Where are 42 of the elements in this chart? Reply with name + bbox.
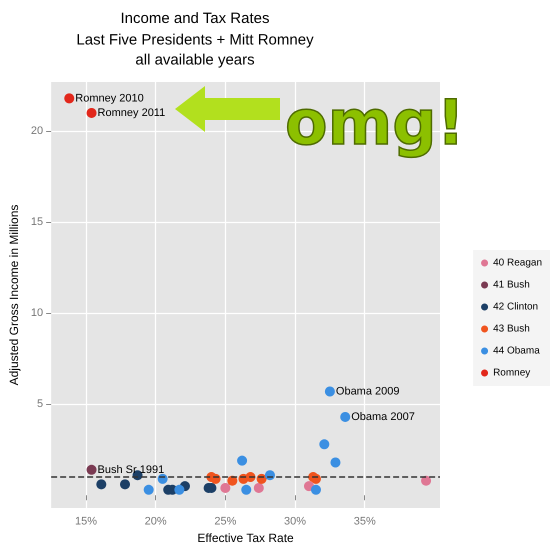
- x-tick-label: 35%: [354, 516, 376, 528]
- point: [96, 479, 106, 490]
- point: [86, 464, 97, 475]
- annotation: Bush Sr 1991: [98, 464, 164, 476]
- legend-label: 40 Reagan: [493, 258, 542, 268]
- point: [120, 479, 130, 490]
- point: [144, 484, 154, 495]
- x-tick-label: 30%: [284, 516, 306, 528]
- legend-label: Romney: [493, 368, 530, 378]
- point: [220, 482, 230, 493]
- x-tick-label: 25%: [214, 516, 237, 528]
- y-tick-label: 10: [30, 307, 44, 320]
- annotation: Obama 2007: [351, 410, 415, 423]
- point: [330, 457, 340, 468]
- annotation: omg!: [285, 86, 465, 159]
- y-tick-label: 5: [37, 398, 44, 410]
- chart-subtitle: Last Five Presidents + Mitt Romney all available years: [76, 32, 314, 68]
- point: [86, 108, 97, 118]
- annotation: Obama 2009: [336, 385, 400, 398]
- x-axis-title: Effective Tax Rate: [197, 530, 294, 545]
- point: [319, 439, 330, 450]
- point: [421, 476, 432, 486]
- x-tick-label: 15%: [74, 516, 98, 528]
- y-axis-title: Adjusted Gross Income in Millions: [7, 204, 21, 386]
- legend-label: 43 Bush: [493, 324, 530, 334]
- x-tick-label: 20%: [144, 516, 167, 528]
- legend-label: 41 Bush: [493, 280, 530, 290]
- point: [324, 386, 335, 396]
- y-tick-label: 15: [30, 216, 44, 228]
- point: [237, 456, 248, 466]
- annotation: Romney 2010: [75, 92, 144, 104]
- point: [340, 412, 350, 422]
- y-tick-label: 20: [30, 125, 44, 138]
- point: [310, 484, 321, 495]
- point: [241, 484, 252, 495]
- chart-title: Income and Tax Rates: [120, 10, 270, 27]
- legend-label: 44 Obama: [493, 346, 540, 356]
- point: [254, 482, 264, 493]
- annotation: Romney 2011: [98, 106, 166, 119]
- point: [174, 484, 184, 495]
- point: [64, 93, 74, 104]
- legend-label: 42 Clinton: [493, 302, 538, 312]
